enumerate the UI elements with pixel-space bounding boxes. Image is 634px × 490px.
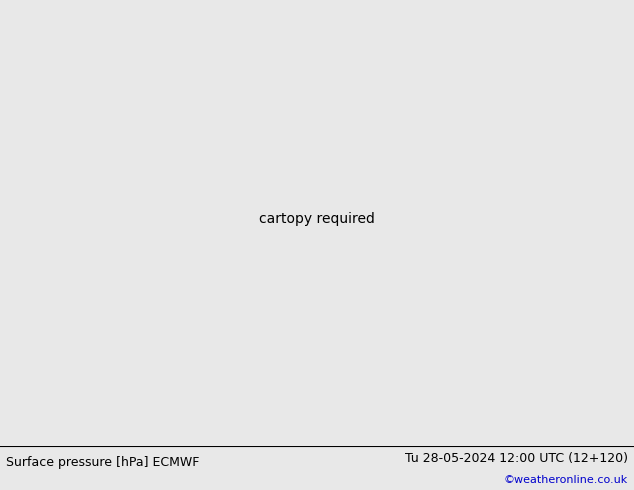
- Text: Surface pressure [hPa] ECMWF: Surface pressure [hPa] ECMWF: [6, 456, 200, 469]
- Text: cartopy required: cartopy required: [259, 212, 375, 226]
- Text: Tu 28-05-2024 12:00 UTC (12+120): Tu 28-05-2024 12:00 UTC (12+120): [404, 452, 628, 465]
- Text: ©weatheronline.co.uk: ©weatheronline.co.uk: [503, 475, 628, 485]
